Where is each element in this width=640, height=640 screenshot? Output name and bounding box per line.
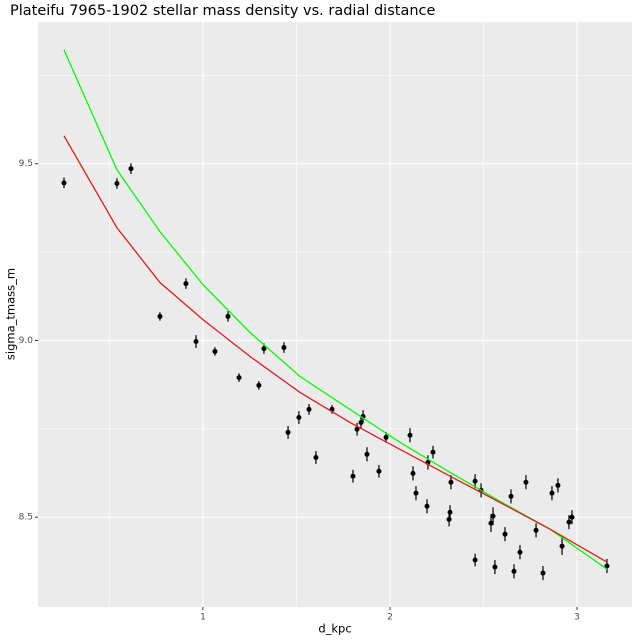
- point: [313, 454, 319, 460]
- point: [492, 564, 498, 570]
- point: [358, 419, 364, 425]
- point: [508, 493, 514, 499]
- fit-line: [63, 135, 608, 563]
- point: [430, 449, 436, 455]
- point: [446, 516, 452, 522]
- chart-title: Plateifu 7965-1902 stellar mass density …: [10, 3, 435, 19]
- point: [285, 429, 291, 435]
- point: [555, 482, 561, 488]
- point: [350, 473, 356, 479]
- point: [533, 527, 539, 533]
- point: [488, 520, 494, 526]
- point: [424, 503, 430, 509]
- x-tick-label: 1: [200, 613, 206, 623]
- point: [212, 348, 218, 354]
- point: [559, 543, 565, 549]
- point: [511, 568, 517, 574]
- point: [296, 415, 302, 421]
- point: [364, 451, 370, 457]
- point: [128, 166, 134, 172]
- point: [383, 434, 389, 440]
- point: [523, 479, 529, 485]
- point: [114, 181, 120, 187]
- y-tick-label: 9.0: [19, 336, 34, 346]
- fit-line: [63, 49, 608, 570]
- point: [306, 406, 312, 412]
- point: [517, 549, 523, 555]
- point: [225, 313, 231, 319]
- point: [447, 509, 453, 515]
- x-tick-label: 2: [387, 613, 393, 623]
- point: [354, 426, 360, 432]
- y-tick-label: 9.5: [19, 159, 33, 169]
- point: [236, 375, 242, 381]
- point: [472, 478, 478, 484]
- x-axis-label: d_kpc: [318, 622, 351, 636]
- point: [549, 490, 555, 496]
- point: [448, 479, 454, 485]
- point: [490, 513, 496, 519]
- panel: [38, 22, 632, 607]
- point: [502, 531, 508, 537]
- point: [157, 313, 163, 319]
- point: [261, 346, 267, 352]
- point: [193, 339, 199, 345]
- x-tick-label: 3: [574, 613, 580, 623]
- point: [604, 563, 610, 569]
- point: [376, 468, 382, 474]
- point: [566, 519, 572, 525]
- point: [569, 514, 575, 520]
- point: [410, 470, 416, 476]
- y-axis-label: sigma_tmass_m: [4, 268, 18, 360]
- point: [256, 382, 262, 388]
- point: [472, 557, 478, 563]
- point: [183, 281, 189, 287]
- point: [413, 490, 419, 496]
- point: [61, 180, 67, 186]
- point: [407, 432, 413, 438]
- point: [540, 570, 546, 576]
- point: [281, 345, 287, 351]
- y-tick-label: 8.5: [19, 513, 33, 523]
